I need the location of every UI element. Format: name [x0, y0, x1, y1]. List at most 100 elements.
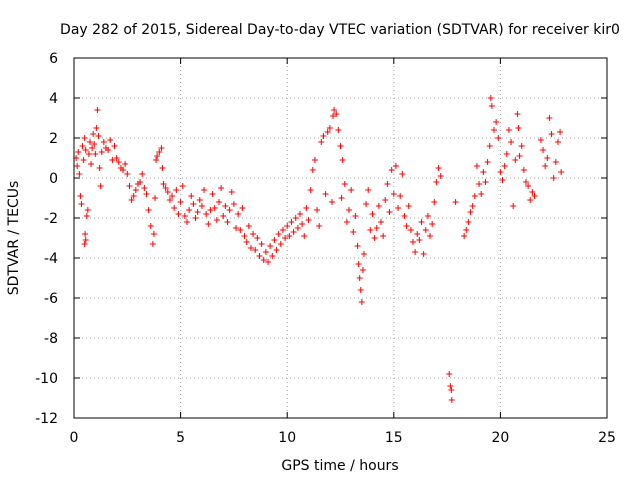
data-point [279, 227, 286, 233]
data-point [162, 185, 169, 191]
x-axis-label: GPS time / hours [281, 458, 398, 474]
data-point [171, 205, 178, 211]
data-point [156, 149, 163, 155]
data-point [126, 183, 133, 189]
data-point [262, 249, 269, 255]
data-point [83, 213, 90, 219]
data-point [448, 387, 455, 393]
data-point [359, 267, 366, 273]
data-point [446, 371, 453, 377]
y-tick-label: 6 [49, 51, 58, 67]
data-series-sdtvar [73, 95, 565, 403]
data-point [258, 241, 265, 247]
data-point [292, 215, 299, 221]
data-point [130, 193, 137, 199]
data-point [437, 173, 444, 179]
data-point [525, 183, 532, 189]
y-tick-label: -4 [44, 251, 58, 267]
data-point [546, 115, 553, 121]
data-point [352, 213, 359, 219]
data-point [355, 261, 362, 267]
data-point [290, 229, 297, 235]
data-point [254, 235, 261, 241]
data-point [186, 207, 193, 213]
data-point [326, 125, 333, 131]
data-point [288, 219, 295, 225]
data-point [518, 143, 525, 149]
data-point [132, 187, 139, 193]
data-point [192, 215, 199, 221]
data-point [540, 147, 547, 153]
data-point [341, 181, 348, 187]
data-point [335, 127, 342, 133]
data-point [141, 185, 148, 191]
data-point [128, 197, 135, 203]
data-point [294, 225, 301, 231]
data-point [471, 193, 478, 199]
data-point [153, 157, 160, 163]
data-point [154, 153, 161, 159]
data-point [305, 217, 312, 223]
data-point [122, 161, 129, 167]
data-point [188, 193, 195, 199]
data-point [503, 151, 510, 157]
data-point [416, 237, 423, 243]
data-point [220, 213, 227, 219]
data-point [330, 113, 337, 119]
data-point [515, 125, 522, 131]
data-point [429, 221, 436, 227]
data-point [111, 143, 118, 149]
data-point [98, 149, 105, 155]
data-point [149, 241, 156, 247]
data-point [461, 233, 468, 239]
data-point [105, 147, 112, 153]
data-point [384, 181, 391, 187]
data-point [346, 207, 353, 213]
data-point [211, 205, 218, 211]
data-point [520, 167, 527, 173]
data-point [480, 169, 487, 175]
data-point [527, 197, 534, 203]
data-point [505, 127, 512, 133]
data-point [343, 219, 350, 225]
data-point [177, 199, 184, 205]
data-point [318, 139, 325, 145]
data-point [307, 187, 314, 193]
data-point [487, 95, 494, 101]
data-point [245, 223, 252, 229]
x-tick-label: 10 [278, 430, 296, 446]
data-point [75, 149, 82, 155]
data-point [88, 161, 95, 167]
data-point [497, 169, 504, 175]
data-point [491, 127, 498, 133]
data-point [478, 191, 485, 197]
data-point [467, 209, 474, 215]
data-point [92, 151, 99, 157]
data-point [380, 233, 387, 239]
data-point [95, 133, 102, 139]
data-point [124, 171, 131, 177]
data-point [230, 201, 237, 207]
data-point [256, 253, 263, 259]
data-point [85, 151, 92, 157]
data-point [493, 119, 500, 125]
data-point [76, 171, 83, 177]
data-point [508, 139, 515, 145]
data-point [484, 159, 491, 165]
data-point [164, 189, 171, 195]
y-axis-label: SDTVAR / TECUs [6, 181, 22, 296]
data-point [554, 139, 561, 145]
data-point [495, 135, 502, 141]
data-point [514, 111, 521, 117]
data-point [488, 103, 495, 109]
data-point [271, 237, 278, 243]
data-point [166, 197, 173, 203]
data-point [100, 139, 107, 145]
x-tick-label: 5 [176, 430, 185, 446]
y-tick-label: -10 [35, 371, 58, 387]
data-point [277, 241, 284, 247]
data-point [356, 275, 363, 281]
data-point [333, 111, 340, 117]
data-point [239, 205, 246, 211]
data-point [486, 143, 493, 149]
